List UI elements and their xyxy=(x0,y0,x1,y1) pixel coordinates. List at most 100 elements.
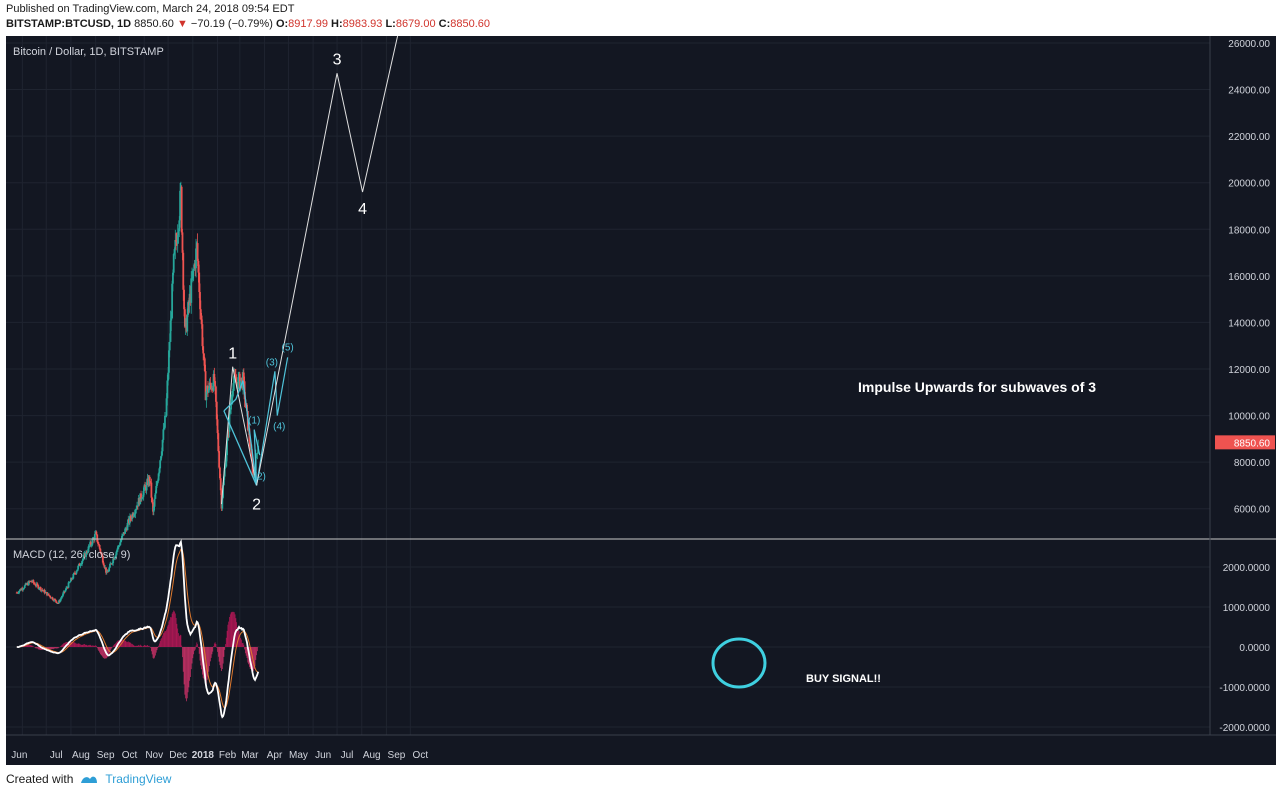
subwave-label-1: (1) xyxy=(248,416,260,427)
wave-label-4: 4 xyxy=(358,201,367,218)
candle xyxy=(134,510,137,514)
candle xyxy=(109,564,111,568)
candle xyxy=(195,248,197,269)
candle xyxy=(199,292,201,310)
subwave-label-2: (2) xyxy=(254,471,266,482)
candle xyxy=(140,498,143,500)
abc-line-top xyxy=(223,380,244,412)
macd-tick-label: 1000.0000 xyxy=(1223,603,1271,614)
candle xyxy=(144,485,146,487)
candle xyxy=(171,283,174,319)
high-value: 8983.93 xyxy=(342,18,383,30)
time-tick-label: Sep xyxy=(388,750,406,761)
candle xyxy=(166,380,169,399)
price-tick-label: 8000.00 xyxy=(1234,458,1271,469)
candle xyxy=(205,391,208,401)
last-price: 8850.60 xyxy=(134,18,174,30)
candle xyxy=(163,427,166,430)
candle xyxy=(223,468,226,477)
candle xyxy=(54,599,56,601)
candle xyxy=(60,597,63,599)
candle xyxy=(153,498,156,507)
buy-signal-text: BUY SIGNAL!! xyxy=(806,673,881,685)
candle xyxy=(168,341,171,351)
candle xyxy=(114,555,117,558)
candle xyxy=(118,545,121,547)
candle xyxy=(18,590,21,593)
macd-tick-label: 0.0000 xyxy=(1239,643,1270,654)
candle xyxy=(68,582,71,584)
chart-svg[interactable]: 1 2 3 4 (1) (2) (3) (4) (5) Impulse Upwards for s… xyxy=(6,35,1276,765)
price-tick-label: 6000.00 xyxy=(1234,505,1271,516)
candle xyxy=(97,541,99,544)
candle xyxy=(49,595,52,598)
candle xyxy=(183,289,185,310)
candle xyxy=(99,548,102,553)
open-value: 8917.99 xyxy=(288,18,328,30)
ohlc-bar: BITSTAMP:BTCUSD, 1D 8850.60 ▼ −70.19 (−0… xyxy=(6,18,490,30)
candle xyxy=(63,591,66,593)
candle xyxy=(157,473,160,481)
candle xyxy=(177,231,180,236)
candle xyxy=(209,382,212,386)
time-tick-label: Dec xyxy=(169,750,187,761)
candle xyxy=(235,382,238,384)
candle xyxy=(97,543,100,545)
low-value: 8679.00 xyxy=(395,18,436,30)
candle xyxy=(169,320,172,342)
subwave-label-3: (3) xyxy=(266,357,278,368)
candle xyxy=(234,377,237,383)
candle xyxy=(155,486,158,494)
candle xyxy=(215,401,218,420)
buy-signal-circle xyxy=(711,637,767,689)
candle xyxy=(135,508,138,511)
candle xyxy=(79,564,82,566)
candle xyxy=(165,398,168,416)
candle xyxy=(225,455,228,467)
candle xyxy=(140,493,142,500)
candle xyxy=(85,551,87,557)
subwave-label-5: (5) xyxy=(282,342,294,353)
candle xyxy=(156,480,159,484)
candle xyxy=(239,381,242,389)
candle xyxy=(121,534,124,536)
time-tick-label: Sep xyxy=(97,750,115,761)
candle xyxy=(103,565,106,568)
tradingview-brand[interactable]: TradingView xyxy=(105,772,172,786)
macd-title: MACD (12, 26, close, 9) xyxy=(13,549,130,561)
candle xyxy=(154,493,157,499)
candle xyxy=(86,551,89,553)
candle xyxy=(111,563,114,565)
candle xyxy=(173,249,176,255)
candle xyxy=(226,440,228,456)
last-price-badge-text: 8850.60 xyxy=(1234,438,1271,449)
candle xyxy=(115,551,118,556)
price-tick-label: 14000.00 xyxy=(1228,318,1270,329)
candle xyxy=(27,581,30,586)
candle xyxy=(216,419,219,434)
candle xyxy=(199,309,202,316)
candle xyxy=(65,587,68,590)
candle xyxy=(192,268,195,271)
candle xyxy=(250,448,253,459)
candle xyxy=(219,467,221,479)
candle xyxy=(129,516,132,519)
candle xyxy=(218,451,221,468)
low-label: L: xyxy=(385,18,396,30)
last-price-badge xyxy=(1215,435,1275,450)
candle xyxy=(176,235,179,244)
candle xyxy=(116,549,119,552)
candle xyxy=(70,578,72,582)
high-label: H: xyxy=(331,18,343,30)
candle xyxy=(222,485,225,498)
candle xyxy=(213,373,216,382)
candle xyxy=(208,382,211,389)
candle xyxy=(143,485,146,491)
time-tick-label: Oct xyxy=(122,750,138,761)
candle xyxy=(196,243,199,261)
chart-area[interactable]: 1 2 3 4 (1) (2) (3) (4) (5) Impulse Upwards for s… xyxy=(6,35,1276,765)
macd-line xyxy=(16,538,260,719)
candle xyxy=(237,377,240,390)
price-tick-label: 10000.00 xyxy=(1228,412,1270,423)
candle xyxy=(167,372,170,381)
